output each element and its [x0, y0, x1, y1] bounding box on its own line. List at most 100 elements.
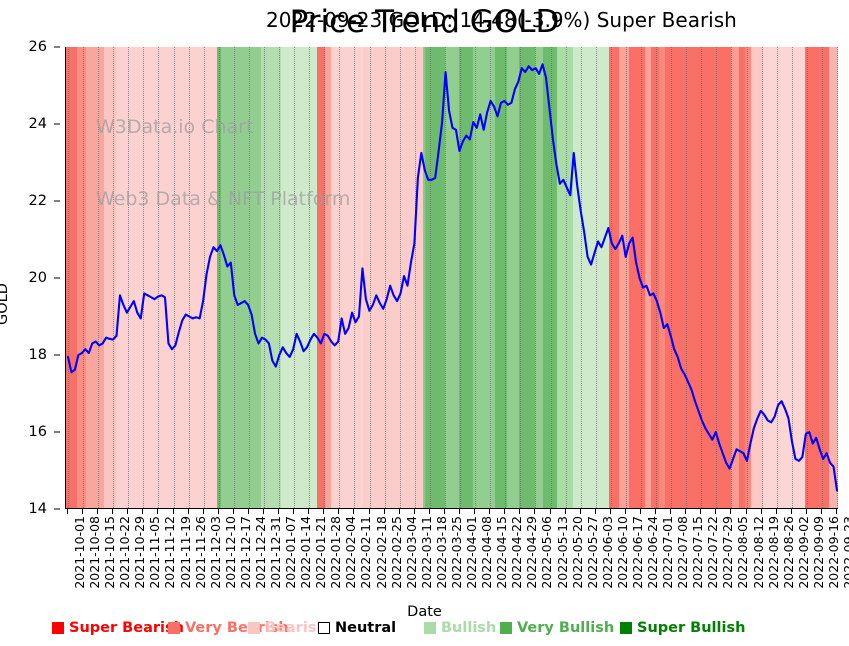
sentiment-band: [281, 47, 317, 508]
x-axis-tick-mark: [579, 509, 581, 514]
sentiment-band: [619, 47, 629, 508]
y-axis: GOLD 14 16 18 20 22 24 26: [0, 39, 60, 517]
legend-label: Super Bullish: [637, 620, 746, 636]
x-axis-tick-label: 2021-12-03: [207, 516, 223, 589]
sentiment-band: [519, 47, 535, 508]
gridline: [806, 47, 808, 508]
legend: Super Bearish Very Bearish Bearish Neutral B…: [0, 618, 849, 640]
gridline: [68, 47, 69, 508]
x-axis-tick-label: 2022-07-01: [660, 516, 676, 589]
x-axis-tick-mark: [247, 509, 249, 514]
gridline: [384, 47, 386, 508]
x-axis-tick-mark: [655, 509, 657, 514]
x-axis-tick-label: 2022-05-06: [539, 516, 555, 589]
legend-label: Super Bearish: [69, 620, 184, 636]
legend-item[interactable]: Very Bullish: [500, 618, 614, 638]
x-axis-tick-mark: [715, 509, 717, 514]
x-axis-label: Date: [407, 604, 442, 620]
x-axis-tick-label: 2022-08-05: [735, 516, 751, 589]
x-axis-tick-label: 2022-07-15: [690, 516, 706, 589]
x-axis-tick-label: 2022-03-18: [433, 516, 449, 589]
x-axis-tick-label: 2022-01-14: [298, 516, 314, 589]
sentiment-band: [317, 47, 325, 508]
sentiment-band: [363, 47, 423, 508]
x-axis-tick-label: 2021-10-29: [132, 516, 148, 589]
price-line-chart: [66, 63, 838, 492]
x-axis-tick-mark: [790, 509, 792, 514]
gridline: [565, 47, 567, 508]
x-axis-tick-label: 2021-11-19: [177, 516, 193, 589]
gridline: [776, 47, 778, 508]
sentiment-band: [651, 47, 659, 508]
sentiment-band: [261, 47, 281, 508]
sentiment-band: [745, 47, 751, 508]
x-axis-tick-mark: [338, 509, 340, 514]
gridline: [610, 47, 612, 508]
x-axis-tick-label: 2022-05-20: [569, 516, 585, 589]
x-axis-tick-mark: [82, 509, 84, 514]
x-axis-tick-mark: [805, 509, 807, 514]
legend-item[interactable]: Neutral: [318, 618, 396, 638]
x-axis-tick-mark: [398, 509, 400, 514]
gridline: [369, 47, 371, 508]
gridline: [218, 47, 220, 508]
legend-item[interactable]: Super Bearish: [52, 618, 184, 638]
x-axis-tick-mark: [308, 509, 310, 514]
x-axis-tick-mark: [353, 509, 355, 514]
x-axis-tick-label: 2022-01-28: [328, 516, 344, 589]
legend-item[interactable]: Bullish: [424, 618, 496, 638]
gridline: [520, 47, 522, 508]
x-axis-tick-mark: [730, 509, 732, 514]
sentiment-band: [645, 47, 651, 508]
legend-item[interactable]: Super Bullish: [620, 618, 745, 638]
x-axis-tick-label: 2022-06-03: [599, 516, 615, 589]
gridline: [203, 47, 205, 508]
gridline: [746, 47, 748, 508]
sentiment-band: [445, 47, 459, 508]
x-axis-tick-mark: [112, 509, 114, 514]
gridline: [821, 47, 823, 508]
x-axis-tick-label: 2022-03-04: [403, 516, 419, 589]
x-axis-tick-mark: [383, 509, 385, 514]
legend-label: Very Bearish: [185, 620, 289, 636]
sentiment-band: [221, 47, 261, 508]
gridline: [580, 47, 582, 508]
x-axis-tick-mark: [745, 509, 747, 514]
x-axis-tick-mark: [413, 509, 415, 514]
x-axis-tick-label: 2021-11-12: [162, 516, 178, 589]
y-axis-tick-label: 14: [28, 501, 47, 517]
x-axis-tick-mark: [685, 509, 687, 514]
x-axis-tick-label: 2022-07-08: [675, 516, 691, 589]
x-axis-tick-label: 2021-10-22: [117, 516, 133, 589]
gridline: [173, 47, 175, 508]
x-axis-tick-label: 2021-10-08: [87, 516, 103, 589]
y-axis-tick-mark: [54, 508, 60, 510]
x-axis-tick-mark: [594, 509, 596, 514]
x-axis-tick-mark: [187, 509, 189, 514]
x-axis-tick-label: 2022-06-10: [614, 516, 630, 589]
y-axis-tick-mark: [54, 46, 60, 48]
y-axis-tick-mark: [54, 354, 60, 356]
gridline: [595, 47, 597, 508]
x-axis-tick-label: 2022-07-22: [705, 516, 721, 589]
gridline: [113, 47, 115, 508]
x-axis-tick-label: 2022-04-22: [509, 516, 525, 589]
x-axis-tick-label: 2022-05-27: [584, 516, 600, 589]
legend-item[interactable]: Bearish: [248, 618, 327, 638]
x-axis-tick-label: 2022-01-07: [283, 516, 299, 589]
sentiment-band: [665, 47, 731, 508]
x-axis-tick-label: 2022-04-01: [464, 516, 480, 589]
y-axis-tick-label: 18: [28, 347, 47, 363]
sentiment-band: [172, 47, 217, 508]
y-axis-tick-label: 16: [28, 424, 47, 440]
y-axis-label: GOLD: [0, 283, 11, 325]
gridline: [188, 47, 190, 508]
legend-item[interactable]: Very Bearish: [168, 618, 289, 638]
gridline: [399, 47, 401, 508]
x-axis-tick-mark: [820, 509, 822, 514]
sentiment-band: [829, 47, 838, 508]
y-axis-tick-mark: [54, 431, 60, 433]
x-axis-tick-label: 2021-12-17: [237, 516, 253, 589]
x-axis-tick-mark: [217, 509, 219, 514]
x-axis-tick-mark: [459, 509, 461, 514]
